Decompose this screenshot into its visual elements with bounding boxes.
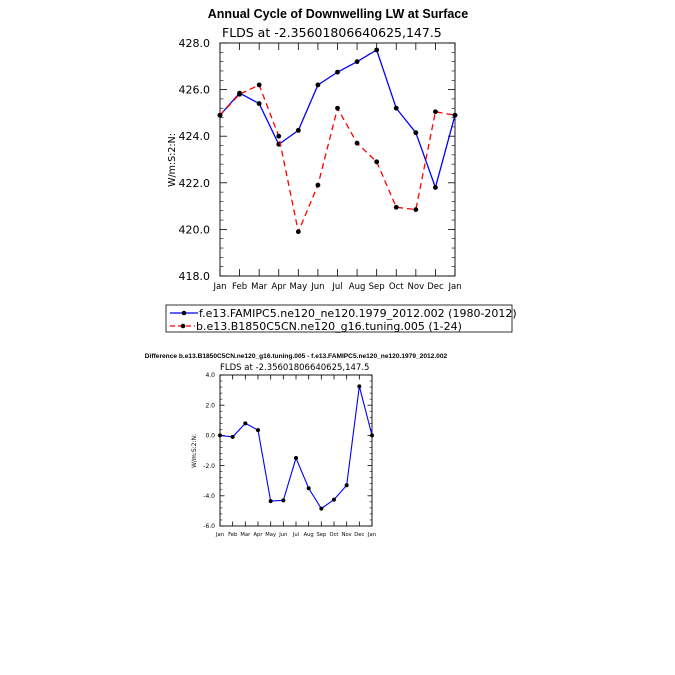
legend-entry-series-2: b.e13.B1850C5CN.ne120_g16.tuning.005 (1-… xyxy=(170,320,462,333)
chart2-ytick-label: 4.0 xyxy=(205,372,215,379)
chart2-series-1-point xyxy=(344,483,349,488)
chart1-series-1-point xyxy=(374,47,380,53)
chart1-series-2-point xyxy=(276,133,282,139)
chart1-ytick-label: 428.0 xyxy=(179,37,211,50)
chart2-series-1-point xyxy=(306,486,311,491)
chart2-series-1-point xyxy=(230,434,235,439)
chart2-series-1-point xyxy=(243,421,248,426)
chart2-plot-frame xyxy=(219,374,373,527)
chart2-xtick-label: Dec xyxy=(354,532,364,538)
chart1-series-2-point xyxy=(354,140,360,146)
chart2-series-1-point xyxy=(294,456,298,461)
legend-frame xyxy=(165,304,513,333)
chart2-series-1-point xyxy=(332,497,336,502)
chart1-series-1-point xyxy=(295,127,301,133)
chart2-xtick-label: Jun xyxy=(278,532,287,538)
chart2-ytick-label: -4.0 xyxy=(203,493,215,500)
chart2-series-1-point xyxy=(357,384,362,389)
chart2-series-1-point xyxy=(370,433,374,438)
chart1-xtick-label: Jul xyxy=(331,282,342,292)
chart1-ytick-label: 422.0 xyxy=(179,177,211,190)
chart1-series-2-point xyxy=(315,182,321,188)
chart1-ytick-label: 418.0 xyxy=(179,270,211,283)
chart1-series-2-point xyxy=(374,159,380,165)
chart1-plot-frame xyxy=(219,42,456,277)
chart1-y-axis-label: W/m:S:2:N: xyxy=(167,133,178,187)
chart2-series-1-point xyxy=(281,498,286,503)
chart1-xtick-label: Jan xyxy=(212,282,226,292)
chart1-title: Annual Cycle of Downwelling LW at Surfac… xyxy=(208,7,468,21)
chart1-legend: f.e13.FAMIPC5.ne120_ne120.1979_2012.002 … xyxy=(165,304,517,333)
legend-label-series-2: b.e13.B1850C5CN.ne120_g16.tuning.005 (1-… xyxy=(196,320,462,333)
chart1-ytick-label: 426.0 xyxy=(179,84,211,97)
chart2-xtick-label: May xyxy=(265,532,276,538)
chart2-series-1-line xyxy=(219,386,373,510)
chart1-xtick-label: Sep xyxy=(369,282,385,292)
chart1-xtick-label: Apr xyxy=(271,282,286,292)
chart1-xtick-label: Oct xyxy=(389,282,404,292)
chart1-series-2-point xyxy=(452,112,458,118)
chart2-y-axis-label: W/m:S:2:N: xyxy=(191,434,198,468)
chart2-xtick-label: Jul xyxy=(292,532,299,538)
chart2-series-1-point xyxy=(218,433,222,438)
chart1-series-1-point xyxy=(354,59,360,65)
chart2-ytick-label: 0.0 xyxy=(205,433,215,440)
chart1-series-1-point xyxy=(335,69,340,75)
chart1-series-2-point xyxy=(413,207,419,212)
chart2-xtick-label: Oct xyxy=(330,532,339,538)
chart2-series-1-point xyxy=(268,499,273,504)
chart1-series-1-point xyxy=(433,185,438,190)
chart1-series-2-point xyxy=(295,229,301,235)
chart2-xtick-label: Nov xyxy=(342,532,352,538)
chart2-xtick-label: Apr xyxy=(254,532,264,538)
chart1-xtick-label: Nov xyxy=(408,282,425,292)
chart2-ytick-label: 2.0 xyxy=(205,402,215,409)
chart2-xtick-label: Aug xyxy=(304,532,314,538)
chart2-series-1-point xyxy=(319,506,324,511)
chart1-ytick-label: 424.0 xyxy=(179,130,211,143)
chart1-series-1-point xyxy=(413,130,419,136)
chart2-title: Difference b.e13.B1850C5CN.ne120_g16.tun… xyxy=(145,353,448,360)
chart1-series-1-point xyxy=(393,105,399,111)
chart1-series-2-point xyxy=(237,91,242,97)
chart2-xtick-label: Jan xyxy=(367,532,376,538)
chart2-xtick-label: Jan xyxy=(215,532,224,538)
legend-entry-series-1: f.e13.FAMIPC5.ne120_ne120.1979_2012.002 … xyxy=(170,307,517,320)
chart2-xtick-label: Feb xyxy=(228,532,238,538)
chart1-series-1-point xyxy=(256,101,262,106)
chart1-ytick-label: 420.0 xyxy=(179,223,211,236)
chart1-xtick-label: Mar xyxy=(251,282,268,292)
chart1-series-2-point xyxy=(393,204,399,210)
chart1-xtick-label: Jan xyxy=(447,282,461,292)
legend-label-series-1: f.e13.FAMIPC5.ne120_ne120.1979_2012.002 … xyxy=(199,307,517,320)
chart2-xtick-label: Mar xyxy=(240,532,251,538)
chart2-ytick-label: -2.0 xyxy=(203,463,215,470)
chart2-subtitle: FLDS at -2.35601806640625,147.5 xyxy=(220,363,369,373)
chart1-xtick-label: May xyxy=(290,282,308,292)
chart1-xtick-label: Dec xyxy=(427,282,444,292)
chart2-ytick-label: -6.0 xyxy=(203,523,215,530)
chart1-series-2-point xyxy=(335,105,340,111)
chart1-xtick-label: Jun xyxy=(310,282,324,292)
chart1-xtick-label: Feb xyxy=(232,282,247,292)
chart2-series-1-point xyxy=(256,428,260,433)
chart1-xtick-label: Aug xyxy=(349,282,366,292)
chart1-series-2-point xyxy=(433,109,438,115)
chart1-subtitle: FLDS at -2.35601806640625,147.5 xyxy=(222,25,442,40)
chart1-series-2-point xyxy=(256,82,262,88)
legend-marker-series-2 xyxy=(180,323,186,329)
chart1-series-2-point xyxy=(217,112,223,118)
legend-marker-series-1 xyxy=(181,310,187,316)
chart2-xtick-label: Sep xyxy=(316,532,326,538)
chart1-series-1-point xyxy=(315,82,321,88)
